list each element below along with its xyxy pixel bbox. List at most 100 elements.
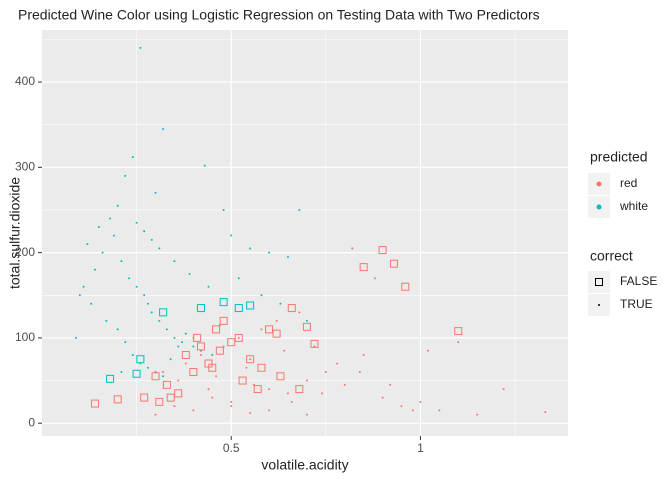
point-dot bbox=[143, 230, 146, 233]
legend-key bbox=[588, 271, 610, 293]
point-dot bbox=[150, 238, 153, 241]
point-dot bbox=[298, 208, 301, 211]
point-dot bbox=[169, 358, 172, 361]
point-square bbox=[253, 385, 262, 394]
point-square bbox=[106, 374, 115, 383]
point-dot bbox=[321, 392, 324, 395]
point-dot bbox=[162, 371, 165, 374]
point-dot bbox=[154, 413, 157, 416]
point-square bbox=[181, 350, 190, 359]
point-square bbox=[151, 372, 160, 381]
point-square bbox=[166, 393, 175, 402]
point-dot bbox=[544, 411, 547, 414]
point-square bbox=[155, 397, 164, 406]
point-dot bbox=[249, 411, 252, 414]
point-dot bbox=[154, 191, 157, 194]
point-square bbox=[162, 380, 171, 389]
x-tick-label: 0.5 bbox=[223, 441, 240, 455]
x-tick-label: 1 bbox=[417, 441, 424, 455]
point-dot bbox=[358, 371, 361, 374]
point-dot bbox=[165, 328, 168, 331]
point-dot bbox=[181, 341, 184, 344]
point-dot bbox=[158, 247, 161, 250]
point-dot bbox=[389, 383, 392, 386]
point-dot bbox=[109, 217, 112, 220]
point-dot bbox=[173, 260, 176, 263]
point-dot bbox=[120, 260, 123, 263]
y-tick-label: 200 bbox=[15, 245, 35, 259]
point-dot bbox=[411, 409, 414, 412]
point-dot bbox=[78, 294, 81, 297]
point-dot bbox=[286, 392, 289, 395]
point-dot bbox=[150, 311, 153, 314]
point-dot bbox=[203, 164, 206, 167]
point-dot bbox=[260, 328, 263, 331]
point-dot bbox=[131, 156, 134, 159]
point-dot bbox=[305, 319, 308, 322]
point-square bbox=[196, 304, 205, 313]
point-dot bbox=[374, 277, 377, 280]
point-square bbox=[272, 329, 281, 338]
point-dot bbox=[192, 345, 195, 348]
point-dot bbox=[177, 345, 180, 348]
point-dot bbox=[124, 174, 127, 177]
legend-title: correct bbox=[590, 248, 633, 264]
point-dot bbox=[158, 319, 161, 322]
point-dot bbox=[162, 375, 165, 378]
point-dot bbox=[400, 405, 403, 408]
point-dot bbox=[105, 319, 108, 322]
point-dot bbox=[362, 353, 365, 356]
point-dot bbox=[146, 366, 149, 369]
point-dot bbox=[124, 341, 127, 344]
point-square bbox=[193, 333, 202, 342]
legend-swatch bbox=[596, 181, 602, 187]
point-square bbox=[265, 325, 274, 334]
point-dot bbox=[230, 405, 233, 408]
point-square bbox=[196, 342, 205, 351]
point-square bbox=[159, 308, 168, 317]
point-dot bbox=[173, 405, 176, 408]
point-square bbox=[310, 339, 319, 348]
point-dot bbox=[336, 362, 339, 365]
point-square bbox=[140, 393, 149, 402]
point-dot bbox=[93, 268, 96, 271]
point-dot bbox=[86, 243, 89, 246]
point-square bbox=[219, 316, 228, 325]
chart-title: Predicted Wine Color using Logistic Regr… bbox=[18, 7, 540, 23]
point-dot bbox=[192, 409, 195, 412]
point-dot bbox=[135, 285, 138, 288]
point-dot bbox=[207, 388, 210, 391]
point-dot bbox=[237, 336, 240, 339]
point-square bbox=[246, 355, 255, 364]
point-square bbox=[113, 395, 122, 404]
point-square bbox=[212, 325, 221, 334]
point-dot bbox=[146, 302, 149, 305]
point-square bbox=[215, 346, 224, 355]
point-square bbox=[595, 278, 603, 286]
point-dot bbox=[207, 285, 210, 288]
point-square bbox=[227, 338, 236, 347]
point-dot bbox=[128, 277, 131, 280]
point-square bbox=[189, 368, 198, 377]
point-dot bbox=[90, 302, 93, 305]
point-dot bbox=[298, 311, 301, 314]
panel bbox=[42, 30, 568, 436]
point-dot bbox=[230, 234, 233, 237]
point-square bbox=[246, 301, 255, 310]
point-dot bbox=[457, 341, 460, 344]
point-dot bbox=[97, 226, 100, 229]
point-square bbox=[302, 322, 311, 331]
point-square bbox=[378, 246, 387, 255]
point-square bbox=[208, 363, 217, 372]
point-square bbox=[454, 327, 463, 336]
point-dot bbox=[268, 251, 271, 254]
point-square bbox=[219, 298, 228, 307]
point-dot bbox=[215, 375, 218, 378]
point-dot bbox=[419, 400, 422, 403]
point-square bbox=[132, 369, 141, 378]
point-dot bbox=[177, 379, 180, 382]
point-square bbox=[257, 363, 266, 372]
legend-swatch bbox=[596, 204, 602, 210]
point-dot bbox=[438, 409, 441, 412]
point-dot bbox=[343, 383, 346, 386]
